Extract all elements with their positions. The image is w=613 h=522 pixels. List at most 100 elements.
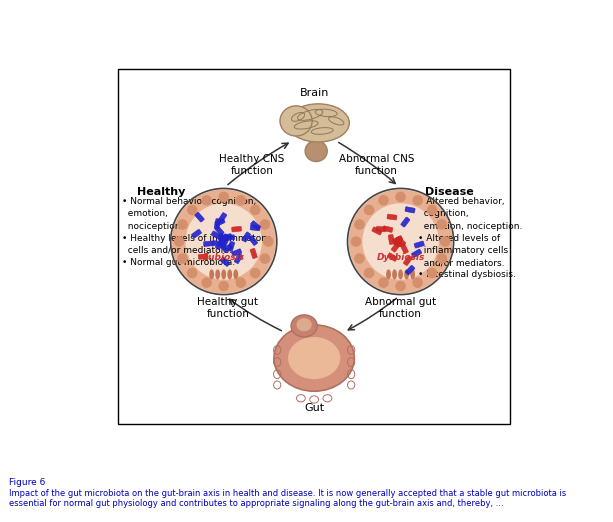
FancyBboxPatch shape: [225, 235, 235, 241]
FancyBboxPatch shape: [215, 226, 224, 235]
Ellipse shape: [291, 315, 317, 337]
Text: Disease: Disease: [425, 187, 473, 197]
FancyBboxPatch shape: [232, 249, 242, 256]
Ellipse shape: [287, 104, 349, 142]
Circle shape: [177, 253, 188, 264]
Text: Eubiosis: Eubiosis: [203, 253, 245, 262]
FancyBboxPatch shape: [218, 212, 227, 223]
FancyBboxPatch shape: [396, 237, 406, 246]
Ellipse shape: [392, 269, 397, 279]
FancyBboxPatch shape: [387, 214, 397, 220]
Ellipse shape: [209, 269, 214, 279]
FancyBboxPatch shape: [251, 221, 261, 230]
Circle shape: [187, 268, 197, 278]
Circle shape: [364, 268, 375, 278]
FancyBboxPatch shape: [383, 226, 393, 232]
FancyBboxPatch shape: [405, 265, 415, 275]
Text: Impact of the gut microbiota on the gut-brain axis in health and disease. It is : Impact of the gut microbiota on the gut-…: [9, 489, 566, 498]
Circle shape: [187, 205, 197, 215]
Circle shape: [395, 192, 406, 202]
FancyBboxPatch shape: [387, 253, 397, 262]
Circle shape: [174, 236, 185, 247]
Ellipse shape: [386, 269, 391, 279]
FancyBboxPatch shape: [388, 234, 394, 244]
Circle shape: [259, 219, 270, 230]
FancyBboxPatch shape: [212, 241, 223, 246]
FancyBboxPatch shape: [397, 237, 402, 247]
FancyBboxPatch shape: [372, 227, 382, 235]
Circle shape: [413, 195, 423, 206]
FancyBboxPatch shape: [211, 231, 221, 240]
Text: Abnormal CNS
function: Abnormal CNS function: [339, 155, 414, 176]
Ellipse shape: [305, 140, 327, 161]
Text: Healthy CNS
function: Healthy CNS function: [219, 155, 284, 176]
Ellipse shape: [288, 337, 340, 379]
FancyBboxPatch shape: [242, 232, 251, 242]
Circle shape: [235, 195, 246, 206]
Text: Abnormal gut
function: Abnormal gut function: [365, 297, 436, 318]
Circle shape: [218, 192, 229, 202]
FancyBboxPatch shape: [215, 218, 225, 227]
Text: • Altered behavior,
  cognition,
  emotion, nociception.
• Altered levels of
  i: • Altered behavior, cognition, emotion, …: [418, 197, 522, 279]
Circle shape: [436, 219, 447, 230]
Circle shape: [364, 205, 375, 215]
Text: Figure 6: Figure 6: [9, 478, 45, 487]
Circle shape: [378, 195, 389, 206]
FancyBboxPatch shape: [195, 212, 204, 222]
FancyBboxPatch shape: [222, 234, 232, 240]
Circle shape: [201, 277, 212, 288]
Text: Brain: Brain: [300, 88, 329, 98]
Circle shape: [440, 236, 451, 247]
FancyBboxPatch shape: [234, 253, 243, 264]
Circle shape: [349, 189, 452, 293]
Circle shape: [201, 195, 212, 206]
Ellipse shape: [410, 269, 415, 279]
FancyBboxPatch shape: [228, 241, 235, 252]
FancyBboxPatch shape: [198, 254, 208, 259]
FancyBboxPatch shape: [376, 227, 386, 232]
Ellipse shape: [234, 269, 238, 279]
Ellipse shape: [274, 325, 354, 391]
FancyBboxPatch shape: [223, 244, 232, 253]
FancyBboxPatch shape: [214, 219, 221, 229]
Text: Dysbiosis: Dysbiosis: [376, 253, 425, 262]
FancyBboxPatch shape: [393, 236, 403, 246]
FancyBboxPatch shape: [392, 235, 403, 244]
Circle shape: [172, 189, 276, 293]
Circle shape: [263, 236, 273, 247]
FancyBboxPatch shape: [405, 207, 415, 213]
FancyBboxPatch shape: [250, 248, 257, 258]
FancyBboxPatch shape: [401, 217, 410, 227]
FancyBboxPatch shape: [220, 257, 230, 266]
FancyBboxPatch shape: [391, 242, 400, 252]
Text: essential for normal gut physiology and contributes to appropriate signaling alo: essential for normal gut physiology and …: [9, 499, 504, 508]
Ellipse shape: [215, 269, 220, 279]
FancyBboxPatch shape: [118, 69, 510, 424]
Circle shape: [413, 277, 423, 288]
Ellipse shape: [221, 269, 226, 279]
FancyBboxPatch shape: [220, 239, 228, 250]
Circle shape: [362, 203, 439, 280]
Circle shape: [378, 277, 389, 288]
Circle shape: [351, 236, 361, 247]
Ellipse shape: [398, 269, 403, 279]
Circle shape: [218, 281, 229, 291]
Ellipse shape: [297, 318, 312, 331]
FancyBboxPatch shape: [414, 241, 424, 248]
FancyBboxPatch shape: [248, 235, 257, 245]
Circle shape: [354, 253, 365, 264]
FancyBboxPatch shape: [204, 241, 213, 246]
FancyBboxPatch shape: [219, 234, 229, 244]
Circle shape: [235, 277, 246, 288]
Circle shape: [186, 203, 262, 280]
Circle shape: [354, 219, 365, 230]
FancyBboxPatch shape: [411, 249, 422, 257]
FancyBboxPatch shape: [400, 243, 408, 254]
Ellipse shape: [404, 269, 409, 279]
Circle shape: [250, 205, 261, 215]
FancyBboxPatch shape: [250, 225, 260, 231]
Ellipse shape: [227, 269, 232, 279]
Ellipse shape: [280, 106, 312, 136]
Circle shape: [436, 253, 447, 264]
Text: • Normal behavior, cognition,
  emotion,
  nociception.
• Healthy levels of infl: • Normal behavior, cognition, emotion, n…: [122, 197, 270, 267]
